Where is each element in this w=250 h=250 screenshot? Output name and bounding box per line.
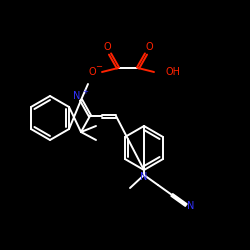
- Text: N: N: [73, 91, 81, 101]
- Text: OH: OH: [165, 67, 180, 77]
- Text: N: N: [140, 172, 148, 182]
- Text: O: O: [88, 67, 96, 77]
- Text: +: +: [82, 89, 88, 95]
- Text: −: −: [96, 62, 102, 72]
- Text: O: O: [103, 42, 111, 52]
- Text: N: N: [187, 201, 195, 211]
- Text: O: O: [145, 42, 153, 52]
